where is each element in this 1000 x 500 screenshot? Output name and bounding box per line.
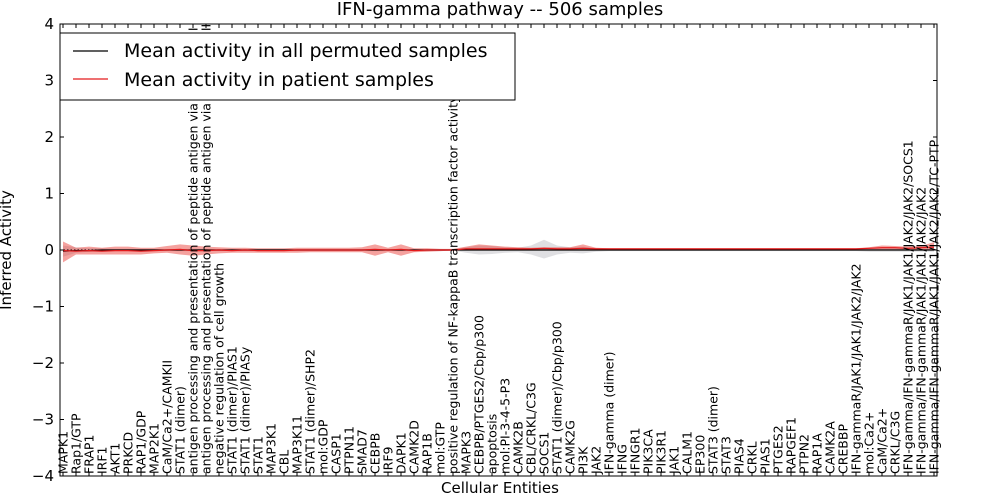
x-tick-label: IFN-gamma/IFN-gammaR/JAK1/JAK1/JAK2/JAK2… xyxy=(901,140,916,474)
x-tick-label: PTPN2 xyxy=(797,434,812,474)
x-tick-label: CBL xyxy=(277,450,292,474)
x-tick-label: STAT1 (dimer)/PIAS1 xyxy=(225,346,240,474)
x-tick-label: MAP2K1 xyxy=(147,423,162,474)
x-tick-label: CAMK2D xyxy=(407,420,422,474)
x-tick-label: PTPN11 xyxy=(342,426,357,474)
x-tick-label: MAPK1 xyxy=(56,431,71,474)
legend-label-patient: Mean activity in patient samples xyxy=(124,69,434,91)
x-tick-label: IRF1 xyxy=(95,446,110,474)
x-tick-label: IFN-gamma/IFN-gammaR/JAK1/JAK1/JAK2/JAK2 xyxy=(914,187,929,474)
series-1-band xyxy=(63,241,934,263)
x-tick-label: RAP1B xyxy=(420,433,435,474)
legend-box xyxy=(59,32,516,101)
plot-content xyxy=(60,239,937,263)
x-tick-label: antigen processing and presentation of p… xyxy=(186,27,201,474)
x-tick-label: positive regulation of NF-kappaB transcr… xyxy=(446,95,461,474)
x-tick-label: JAK2 xyxy=(589,446,604,475)
x-axis: MAPK1Rap1/GTPFRAP1IRF1AKT1PRKCDRAP1/GDPM… xyxy=(56,24,942,476)
x-tick-label: DAPK1 xyxy=(394,432,409,474)
x-tick-label: STAT1 (dimer)/SHP2 xyxy=(303,349,318,474)
y-tick-label: 4 xyxy=(44,15,54,33)
x-tick-label: Rap1/GTP xyxy=(69,413,84,474)
x-tick-label: CEBPB/PTGES2/Cbp/p300 xyxy=(472,315,487,474)
x-tick-label: CAMK2G xyxy=(563,420,578,474)
x-axis-label: Cellular Entities xyxy=(441,479,559,497)
y-tick-label: −1 xyxy=(32,298,54,316)
x-tick-label: CAMK2A xyxy=(823,421,838,474)
x-tick-label: MAP3K11 xyxy=(290,415,305,474)
x-tick-label: apoptosis xyxy=(485,414,500,474)
x-tick-label: IFNGR1 xyxy=(628,427,643,474)
x-tick-label: STAT1 (dimer)/Cbp/p300 xyxy=(550,321,565,474)
x-tick-label: PTGES2 xyxy=(771,425,786,474)
x-tick-label: PI3K xyxy=(576,446,591,474)
x-tick-label: SMAD7 xyxy=(355,429,370,474)
x-tick-label: PRKCD xyxy=(121,432,136,474)
x-tick-label: RAP1/GDP xyxy=(134,410,149,474)
x-tick-label: CRKL/C3G xyxy=(888,411,903,474)
x-tick-label: mol:GTP xyxy=(433,422,448,474)
x-tick-label: EP300 xyxy=(693,435,708,474)
x-tick-label: IFN-gammaR/JAK1/JAK1/JAK2/JAK2 xyxy=(849,263,864,474)
x-tick-label: STAT3 xyxy=(719,436,734,474)
y-tick-label: −2 xyxy=(32,354,54,372)
y-tick-label: 3 xyxy=(44,72,54,90)
x-tick-label: mol:Ca2+ xyxy=(862,412,877,474)
x-tick-label: MAP3K1 xyxy=(264,423,279,474)
x-tick-label: CaM/Ca2+/CAMKII xyxy=(160,360,175,474)
x-tick-label: STAT1 (dimer) xyxy=(173,386,188,474)
x-tick-label: RAPGEF1 xyxy=(784,417,799,474)
x-tick-label: STAT1 (dimer)/PIASy xyxy=(238,346,253,474)
chart-title: IFN-gamma pathway -- 506 samples xyxy=(337,0,664,20)
x-tick-label: CASP1 xyxy=(329,433,344,474)
x-tick-label: IFN-gamma/IFN-gammaR/JAK1/JAK1/JAK2/JAK2… xyxy=(927,139,942,474)
x-tick-label: FRAP1 xyxy=(82,435,97,474)
x-tick-label: CaM/Ca2+ xyxy=(875,408,890,474)
x-tick-label: PIAS1 xyxy=(758,438,773,474)
x-tick-label: MAPK3 xyxy=(459,431,474,474)
x-tick-label: SOCS1 xyxy=(537,432,552,474)
x-tick-label: IFNG xyxy=(615,444,630,474)
x-tick-label: IRF9 xyxy=(381,446,396,474)
x-tick-label: IFN-gamma (dimer) xyxy=(602,352,617,475)
x-tick-label: mol:GDP xyxy=(316,419,331,474)
x-tick-label: antigen processing and presentation of p… xyxy=(199,24,214,474)
y-tick-label: −3 xyxy=(32,411,54,429)
x-tick-label: CAMK2B xyxy=(511,421,526,474)
x-tick-label: STAT3 (dimer) xyxy=(706,386,721,474)
x-tick-label: AKT1 xyxy=(108,443,123,474)
y-axis-label: Inferred Activity xyxy=(0,190,15,310)
x-tick-label: CBL/CRKL/C3G xyxy=(524,382,539,474)
legend-label-permuted: Mean activity in all permuted samples xyxy=(124,40,487,62)
x-tick-label: RAP1A xyxy=(810,433,825,474)
y-tick-label: −4 xyxy=(32,467,54,485)
x-tick-label: STAT1 xyxy=(251,436,266,474)
x-tick-label: CRKL xyxy=(745,441,760,474)
y-tick-label: 1 xyxy=(44,185,54,203)
x-tick-label: CEBPB xyxy=(368,433,383,474)
x-tick-label: JAK1 xyxy=(667,446,682,475)
y-tick-label: 2 xyxy=(44,128,54,146)
x-tick-label: PIK3R1 xyxy=(654,430,669,474)
y-axis: −4 −3 −2 −1 0 1 2 3 4 xyxy=(32,15,937,485)
y-tick-label: 0 xyxy=(44,241,54,259)
x-tick-label: mol:PI-3-4-5-P3 xyxy=(498,378,513,474)
x-tick-label: CREBBP xyxy=(836,424,851,474)
series-1-line xyxy=(62,246,935,252)
x-tick-label: negative regulation of cell growth xyxy=(212,263,227,474)
x-tick-label: PIK3CA xyxy=(641,429,656,474)
x-tick-label: CALM1 xyxy=(680,431,695,474)
legend: Mean activity in all permuted samples Me… xyxy=(59,32,516,101)
x-tick-label: PIAS4 xyxy=(732,438,747,474)
